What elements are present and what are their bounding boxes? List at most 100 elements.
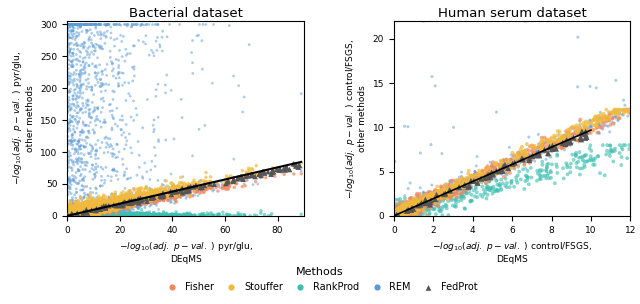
Point bbox=[69, 212, 79, 217]
Point bbox=[114, 203, 124, 208]
Point bbox=[85, 207, 95, 212]
Point bbox=[87, 162, 97, 167]
Point bbox=[84, 205, 94, 210]
Point bbox=[95, 212, 105, 217]
Point bbox=[80, 55, 90, 60]
Point bbox=[91, 205, 101, 209]
Point bbox=[75, 88, 85, 93]
Point bbox=[70, 213, 80, 218]
Point bbox=[76, 212, 86, 217]
Point bbox=[86, 206, 97, 210]
Point bbox=[102, 213, 113, 218]
Point bbox=[109, 201, 119, 206]
Point bbox=[490, 165, 500, 170]
Point bbox=[414, 199, 424, 203]
Point bbox=[74, 211, 84, 216]
Point bbox=[252, 172, 262, 177]
Point bbox=[67, 210, 77, 215]
Point bbox=[72, 213, 82, 218]
Point bbox=[72, 211, 83, 216]
Point bbox=[148, 196, 158, 201]
Point bbox=[71, 212, 81, 216]
Point bbox=[98, 206, 108, 211]
Point bbox=[104, 203, 114, 208]
Point bbox=[73, 208, 83, 213]
Point bbox=[110, 203, 120, 208]
Point bbox=[72, 212, 82, 217]
Point bbox=[89, 213, 99, 218]
Point bbox=[68, 212, 79, 216]
Point bbox=[77, 209, 88, 213]
Point bbox=[109, 213, 119, 218]
Point bbox=[90, 209, 100, 213]
Point bbox=[131, 213, 141, 218]
Point bbox=[64, 212, 74, 217]
Point bbox=[92, 199, 102, 204]
Point bbox=[74, 208, 84, 212]
Point bbox=[102, 213, 113, 218]
Point bbox=[161, 178, 172, 183]
Point bbox=[62, 211, 72, 216]
Point bbox=[498, 168, 508, 172]
Point bbox=[82, 212, 92, 217]
Point bbox=[89, 212, 99, 217]
Point bbox=[72, 213, 83, 218]
Point bbox=[179, 212, 189, 217]
Point bbox=[82, 205, 92, 210]
Point bbox=[79, 205, 89, 210]
Point bbox=[446, 187, 456, 192]
Point bbox=[389, 213, 399, 218]
Point bbox=[175, 187, 186, 192]
Point bbox=[94, 206, 104, 211]
Point bbox=[164, 22, 175, 27]
Point bbox=[396, 213, 406, 218]
Point bbox=[88, 213, 99, 218]
Point bbox=[200, 180, 210, 185]
Point bbox=[122, 197, 132, 202]
Point bbox=[71, 213, 81, 218]
Point bbox=[70, 212, 81, 217]
Point bbox=[415, 207, 425, 212]
Point bbox=[119, 197, 129, 202]
Point bbox=[87, 213, 97, 218]
Point bbox=[70, 212, 81, 217]
Point bbox=[149, 212, 159, 217]
Point bbox=[81, 208, 92, 212]
Point bbox=[97, 206, 108, 211]
Point bbox=[68, 206, 78, 211]
Point bbox=[72, 210, 82, 215]
Point bbox=[86, 213, 97, 218]
Point bbox=[92, 211, 102, 216]
Point bbox=[69, 213, 79, 218]
Point bbox=[84, 210, 95, 215]
Point bbox=[196, 186, 207, 191]
Point bbox=[65, 213, 76, 218]
Point bbox=[81, 207, 91, 212]
Point bbox=[102, 199, 113, 203]
Point bbox=[63, 213, 74, 218]
Point bbox=[411, 199, 421, 204]
Point bbox=[255, 175, 266, 180]
Point bbox=[91, 26, 101, 31]
Point bbox=[205, 182, 216, 187]
Point bbox=[68, 213, 79, 218]
Point bbox=[65, 213, 75, 218]
Point bbox=[82, 212, 92, 217]
Point bbox=[140, 200, 150, 205]
Point bbox=[83, 213, 93, 218]
Point bbox=[74, 213, 84, 218]
Point bbox=[155, 196, 165, 201]
Point bbox=[106, 205, 116, 210]
Point bbox=[124, 199, 134, 203]
Point bbox=[67, 211, 77, 216]
Point bbox=[77, 213, 88, 218]
Point bbox=[88, 207, 98, 212]
Point bbox=[115, 206, 125, 211]
Point bbox=[121, 142, 131, 147]
Point bbox=[449, 183, 459, 188]
Point bbox=[81, 206, 92, 211]
Point bbox=[71, 208, 81, 213]
Point bbox=[115, 203, 125, 208]
Point bbox=[110, 122, 120, 126]
Point bbox=[106, 199, 116, 203]
